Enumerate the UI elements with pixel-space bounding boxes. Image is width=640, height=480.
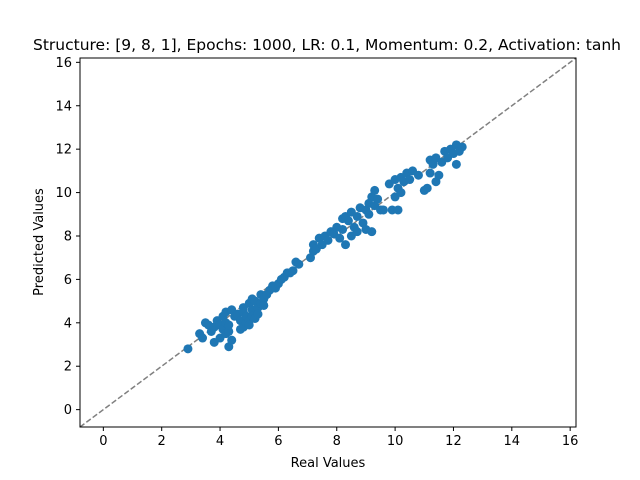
data-point [352, 211, 362, 221]
data-point [396, 188, 406, 198]
data-point [422, 183, 432, 193]
x-tick-label: 16 [562, 434, 579, 449]
data-point [343, 216, 353, 226]
data-point [224, 320, 234, 330]
data-points [183, 140, 467, 354]
y-tick-label: 14 [55, 99, 72, 114]
y-tick-label: 12 [55, 143, 72, 158]
data-point [367, 227, 377, 237]
data-point [224, 326, 234, 336]
data-point [335, 233, 345, 243]
data-point [451, 159, 461, 169]
data-point [288, 266, 298, 276]
y-tick-label: 0 [64, 403, 72, 418]
data-point [364, 209, 374, 219]
x-tick-label: 4 [216, 434, 224, 449]
data-point [294, 259, 304, 269]
data-point [244, 320, 254, 330]
x-tick-label: 6 [274, 434, 282, 449]
y-tick-label: 16 [55, 56, 72, 71]
data-point [434, 170, 444, 180]
plot-frame [79, 57, 577, 428]
x-tick-label: 8 [333, 434, 341, 449]
x-tick-label: 2 [158, 434, 166, 449]
x-axis-label: Real Values [291, 456, 366, 471]
data-point [352, 227, 362, 237]
x-tick-label: 12 [445, 434, 462, 449]
data-point [183, 344, 193, 354]
y-tick-label: 6 [64, 273, 72, 288]
x-tick-label: 14 [504, 434, 521, 449]
data-point [405, 175, 415, 185]
data-point [370, 185, 380, 195]
data-point [259, 300, 269, 310]
data-point [198, 333, 208, 343]
x-axis-ticks: 0 2 4 6 8 10 12 14 16 [99, 427, 578, 449]
data-point [373, 194, 383, 204]
y-tick-label: 2 [64, 360, 72, 375]
data-point [378, 205, 388, 215]
data-point [425, 168, 435, 178]
data-point [341, 240, 351, 250]
x-tick-label: 10 [387, 434, 404, 449]
data-point [413, 170, 423, 180]
y-axis-label: Predicted Values [32, 188, 47, 296]
data-point [457, 142, 467, 152]
data-point [393, 205, 403, 215]
y-axis-ticks: 0 2 4 6 8 10 12 14 16 [55, 56, 80, 418]
y-tick-label: 10 [55, 186, 72, 201]
y-tick-label: 4 [64, 316, 72, 331]
chart-title: Structure: [9, 8, 1], Epochs: 1000, LR: … [33, 36, 621, 54]
data-point [253, 309, 263, 319]
data-point [227, 335, 237, 345]
data-point [338, 224, 348, 234]
x-tick-label: 0 [99, 434, 107, 449]
y-tick-label: 8 [64, 229, 72, 244]
data-point [323, 235, 333, 245]
